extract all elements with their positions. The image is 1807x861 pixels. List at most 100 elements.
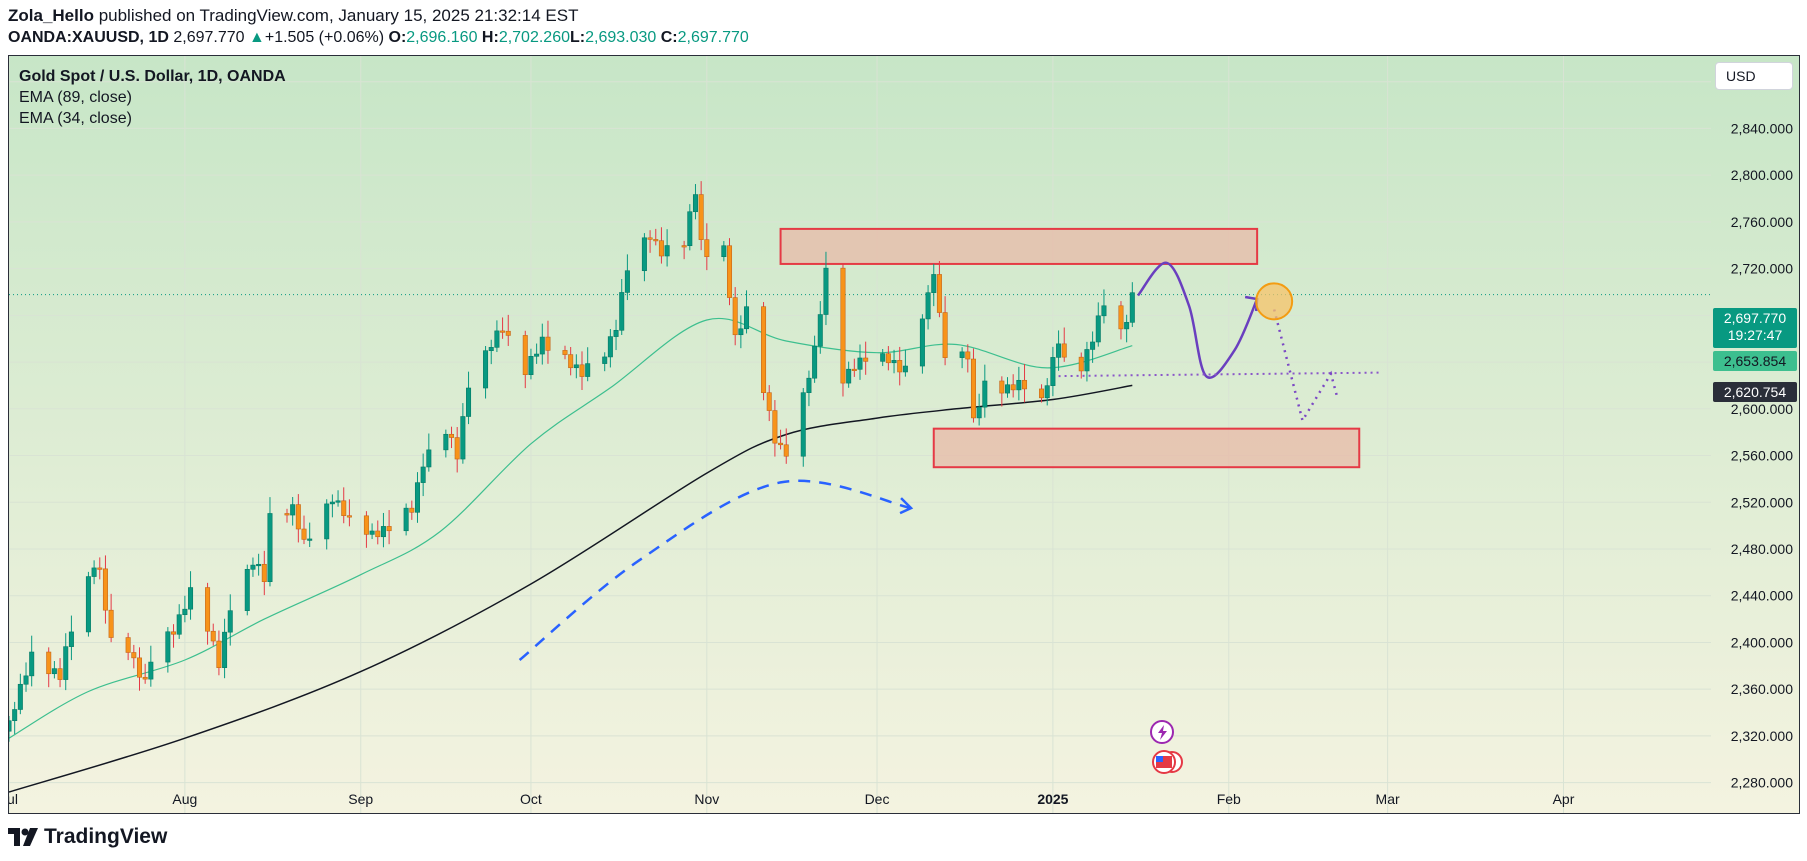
projection-path bbox=[1137, 261, 1259, 379]
time-tick-label: Sep bbox=[348, 791, 373, 807]
candle-body bbox=[1044, 385, 1050, 399]
candle-body bbox=[897, 360, 903, 373]
candle-body bbox=[9, 720, 12, 732]
candle-body bbox=[800, 392, 806, 457]
time-tick-label: Apr bbox=[1553, 791, 1575, 807]
candle-body bbox=[936, 274, 942, 313]
high-label: H: bbox=[481, 29, 499, 46]
candle-body bbox=[647, 237, 653, 240]
time-tick-label: Feb bbox=[1217, 791, 1241, 807]
candle-body bbox=[738, 328, 744, 336]
candle-body bbox=[443, 433, 449, 451]
candle-body bbox=[483, 350, 489, 389]
chart-frame[interactable]: 2,880.0002,840.0002,800.0002,760.0002,72… bbox=[8, 55, 1800, 814]
price-tick-label: 2,800.000 bbox=[1731, 167, 1793, 183]
candle-body bbox=[539, 336, 545, 355]
candle-body bbox=[1090, 341, 1096, 350]
candle-body bbox=[420, 466, 426, 483]
time-tick-label: Dec bbox=[865, 791, 890, 807]
candle-body bbox=[290, 504, 296, 516]
candle-body bbox=[931, 274, 937, 293]
candle-body bbox=[579, 364, 585, 377]
candle-body bbox=[681, 245, 687, 248]
low-value: 2,693.030 bbox=[585, 29, 657, 46]
time-tick-label: 2025 bbox=[1037, 791, 1068, 807]
price-tick-label: 2,560.000 bbox=[1731, 448, 1793, 464]
candle-body bbox=[182, 608, 188, 616]
candle-body bbox=[1039, 388, 1045, 399]
price-tags: 2,697.770 19:27:47 2,653.854 2,620.754 bbox=[1713, 308, 1797, 402]
price-tick-label: 2,320.000 bbox=[1731, 728, 1793, 744]
legend-title[interactable]: Gold Spot / U.S. Dollar, 1D, OANDA bbox=[19, 68, 286, 85]
candles-layer bbox=[9, 181, 1135, 742]
candle-body bbox=[851, 368, 857, 371]
publish-info: Zola_Hello published on TradingView.com,… bbox=[8, 6, 578, 26]
plot-area[interactable] bbox=[9, 181, 1382, 793]
candle-body bbox=[414, 482, 420, 513]
candle-body bbox=[624, 270, 630, 293]
candle-body bbox=[783, 444, 789, 457]
footer-brand: TradingView bbox=[8, 825, 167, 849]
candle-body bbox=[500, 330, 506, 333]
candle-body bbox=[244, 569, 250, 611]
close-label: C: bbox=[660, 29, 678, 46]
candle-body bbox=[494, 330, 500, 348]
legend-ema89[interactable]: EMA (89, close) bbox=[19, 89, 132, 106]
price-tick-label: 2,520.000 bbox=[1731, 494, 1793, 510]
candle-body bbox=[329, 501, 335, 505]
candle-body bbox=[1078, 356, 1084, 372]
candle-body bbox=[840, 267, 846, 384]
price-chart[interactable]: 2,880.0002,840.0002,800.0002,760.0002,72… bbox=[9, 56, 1799, 813]
candle-body bbox=[176, 614, 182, 635]
candle-body bbox=[46, 651, 52, 675]
candle-body bbox=[142, 676, 148, 680]
currency-button[interactable]: USD bbox=[1715, 62, 1793, 90]
candle-body bbox=[1084, 349, 1090, 372]
candle-body bbox=[1101, 305, 1107, 317]
close-value: 2,697.770 bbox=[677, 29, 749, 46]
price-change: +1.505 (+0.06%) bbox=[264, 29, 385, 46]
candle-body bbox=[766, 392, 772, 411]
candle-body bbox=[136, 657, 142, 678]
time-axis[interactable]: Jul Aug Sep Oct Nov Dec 2025 Feb Mar Apr bbox=[9, 791, 1575, 807]
candle-body bbox=[386, 526, 392, 532]
candle-body bbox=[919, 318, 925, 367]
candle-body bbox=[1124, 322, 1130, 330]
candle-body bbox=[965, 351, 971, 360]
candle-body bbox=[131, 652, 137, 659]
candle-body bbox=[12, 709, 18, 722]
candle-body bbox=[573, 364, 579, 369]
candle-body bbox=[102, 568, 108, 611]
candle-body bbox=[1061, 343, 1067, 358]
candle-body bbox=[375, 530, 381, 538]
candle-body bbox=[959, 351, 965, 358]
candle-body bbox=[976, 406, 982, 419]
candle-body bbox=[205, 587, 211, 632]
candle-body bbox=[466, 387, 472, 417]
candle-body bbox=[613, 329, 619, 337]
publisher-name[interactable]: Zola_Hello bbox=[8, 6, 94, 25]
candle-body bbox=[970, 358, 976, 419]
candle-body bbox=[488, 347, 494, 351]
candle-body bbox=[664, 245, 670, 257]
candle-body bbox=[885, 353, 891, 364]
event-markers[interactable] bbox=[1150, 720, 1183, 774]
candle-body bbox=[528, 356, 534, 375]
price-tick-label: 2,440.000 bbox=[1731, 588, 1793, 604]
published-text: published on TradingView.com, January 15… bbox=[93, 6, 579, 25]
us-flag-canton-icon bbox=[1156, 756, 1163, 762]
lightning-bolt-icon bbox=[1158, 725, 1167, 740]
time-tick-label: Nov bbox=[694, 791, 719, 807]
candle-body bbox=[522, 335, 528, 375]
candle-body bbox=[823, 267, 829, 315]
candle-body bbox=[687, 211, 693, 247]
candle-body bbox=[744, 306, 750, 330]
chart-legend: Gold Spot / U.S. Dollar, 1D, OANDA EMA (… bbox=[19, 66, 286, 129]
time-tick-label: Oct bbox=[520, 791, 542, 807]
time-tick-label: Jul bbox=[9, 791, 18, 807]
candle-body bbox=[341, 500, 347, 516]
candle-body bbox=[1050, 357, 1056, 386]
candle-body bbox=[57, 668, 63, 680]
candle-body bbox=[148, 661, 154, 680]
legend-ema34[interactable]: EMA (34, close) bbox=[19, 110, 132, 127]
